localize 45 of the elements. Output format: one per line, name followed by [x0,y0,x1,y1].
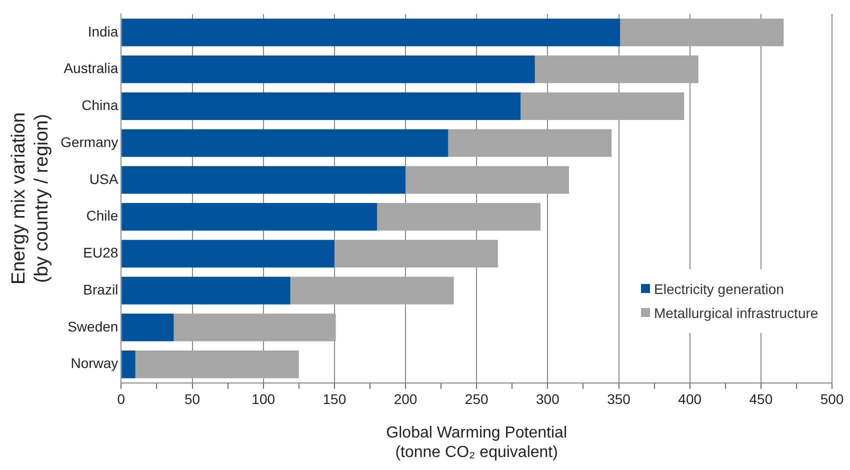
bar [122,240,334,268]
y-tick-label: Brazil [83,281,118,298]
x-tick-label: 400 [678,391,702,408]
bar [122,166,406,194]
y-tick-label: EU28 [83,244,118,261]
x-tick-label: 300 [536,391,560,408]
x-axis-title: Global Warming Potential (tonne CO₂ equivalent) [386,424,567,461]
bar [290,276,454,304]
x-tick-label: 150 [322,391,346,408]
y-tick-label: USA [89,170,119,187]
bar [520,92,684,120]
bar [406,166,569,194]
y-tick-label: Sweden [68,318,118,334]
bar [448,129,612,157]
bar [122,92,521,120]
y-tick-label: Australia [64,60,118,76]
bar [377,203,541,231]
bar [135,350,299,378]
y-tick-label: Norway [70,355,118,372]
x-tick-label: 450 [749,391,773,408]
bar [122,350,136,378]
x-tick-label: 0 [117,391,126,408]
legend-label: Metallurgical infrastructure [654,304,818,321]
y-tick-label: Germany [60,134,118,150]
bar [122,203,378,231]
y-tick-label: China [82,97,118,114]
bar [122,55,535,84]
bar [334,240,498,268]
y-tick-label: India [88,23,118,40]
bar [122,18,620,46]
x-tick-label: 50 [184,391,200,408]
bar [122,314,174,342]
bar [122,129,448,157]
x-tick-label: 100 [252,391,276,408]
x-tick-label: 350 [607,391,631,408]
y-axis-title: Energy mix variation (by country / region) [8,112,52,284]
legend-label: Electricity generation [654,280,784,297]
bar [174,314,336,342]
x-tick-label: 500 [820,391,844,408]
x-tick-label: 250 [464,391,488,408]
y-tick-label: Chile [86,208,118,224]
bar [620,18,784,46]
bar [122,276,290,304]
x-tick-label: 200 [394,391,418,408]
bar [534,55,698,84]
